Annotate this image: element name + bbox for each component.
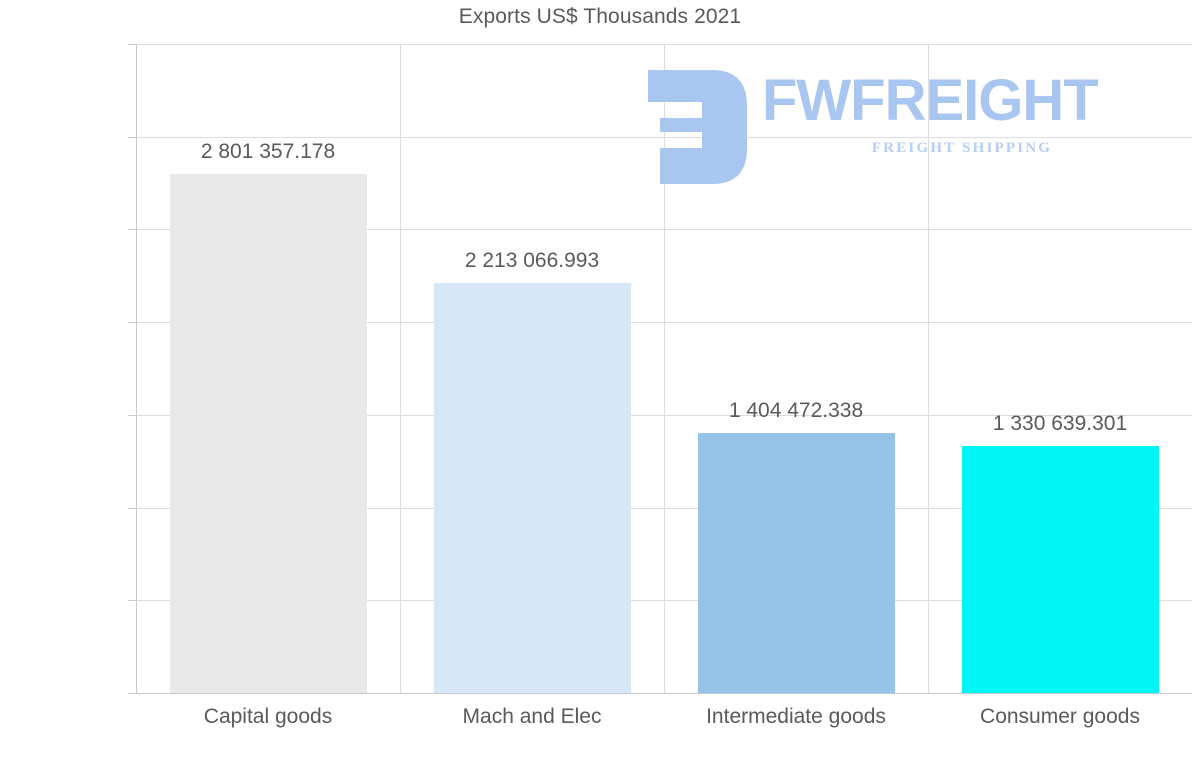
gridline-vertical bbox=[400, 44, 401, 693]
x-axis-label: Capital goods bbox=[203, 705, 333, 728]
x-axis-label: Intermediate goods bbox=[706, 705, 886, 728]
x-axis-label: Mach and Elec bbox=[462, 705, 602, 728]
y-axis-tick-mark bbox=[128, 136, 136, 138]
bar-mach-and-elec[interactable] bbox=[434, 283, 631, 693]
y-axis-tick-mark bbox=[128, 693, 136, 694]
x-axis-line bbox=[136, 693, 1192, 694]
bar-value-label: 1 404 472.338 bbox=[728, 398, 864, 422]
x-axis-label: Consumer goods bbox=[980, 705, 1140, 728]
y-axis-tick-mark bbox=[128, 414, 136, 416]
y-axis-tick-mark bbox=[128, 507, 136, 509]
y-axis-tick-mark bbox=[128, 229, 136, 231]
y-axis-tick-mark bbox=[128, 322, 136, 324]
y-axis-tick-mark bbox=[128, 44, 136, 45]
bar-value-label: 1 330 639.301 bbox=[992, 412, 1128, 436]
chart-title: Exports US$ Thousands 2021 bbox=[458, 5, 742, 28]
gridline-vertical bbox=[664, 44, 665, 693]
bar-value-label: 2 213 066.993 bbox=[464, 248, 600, 272]
bar-intermediate-goods[interactable] bbox=[698, 433, 895, 693]
bar-capital-goods[interactable] bbox=[170, 174, 367, 693]
bar-value-label: 2 801 357.178 bbox=[200, 139, 336, 163]
y-axis-line bbox=[136, 44, 137, 694]
y-axis-tick-mark bbox=[128, 600, 136, 602]
gridline-vertical bbox=[928, 44, 929, 693]
bar-consumer-goods[interactable] bbox=[962, 446, 1159, 693]
